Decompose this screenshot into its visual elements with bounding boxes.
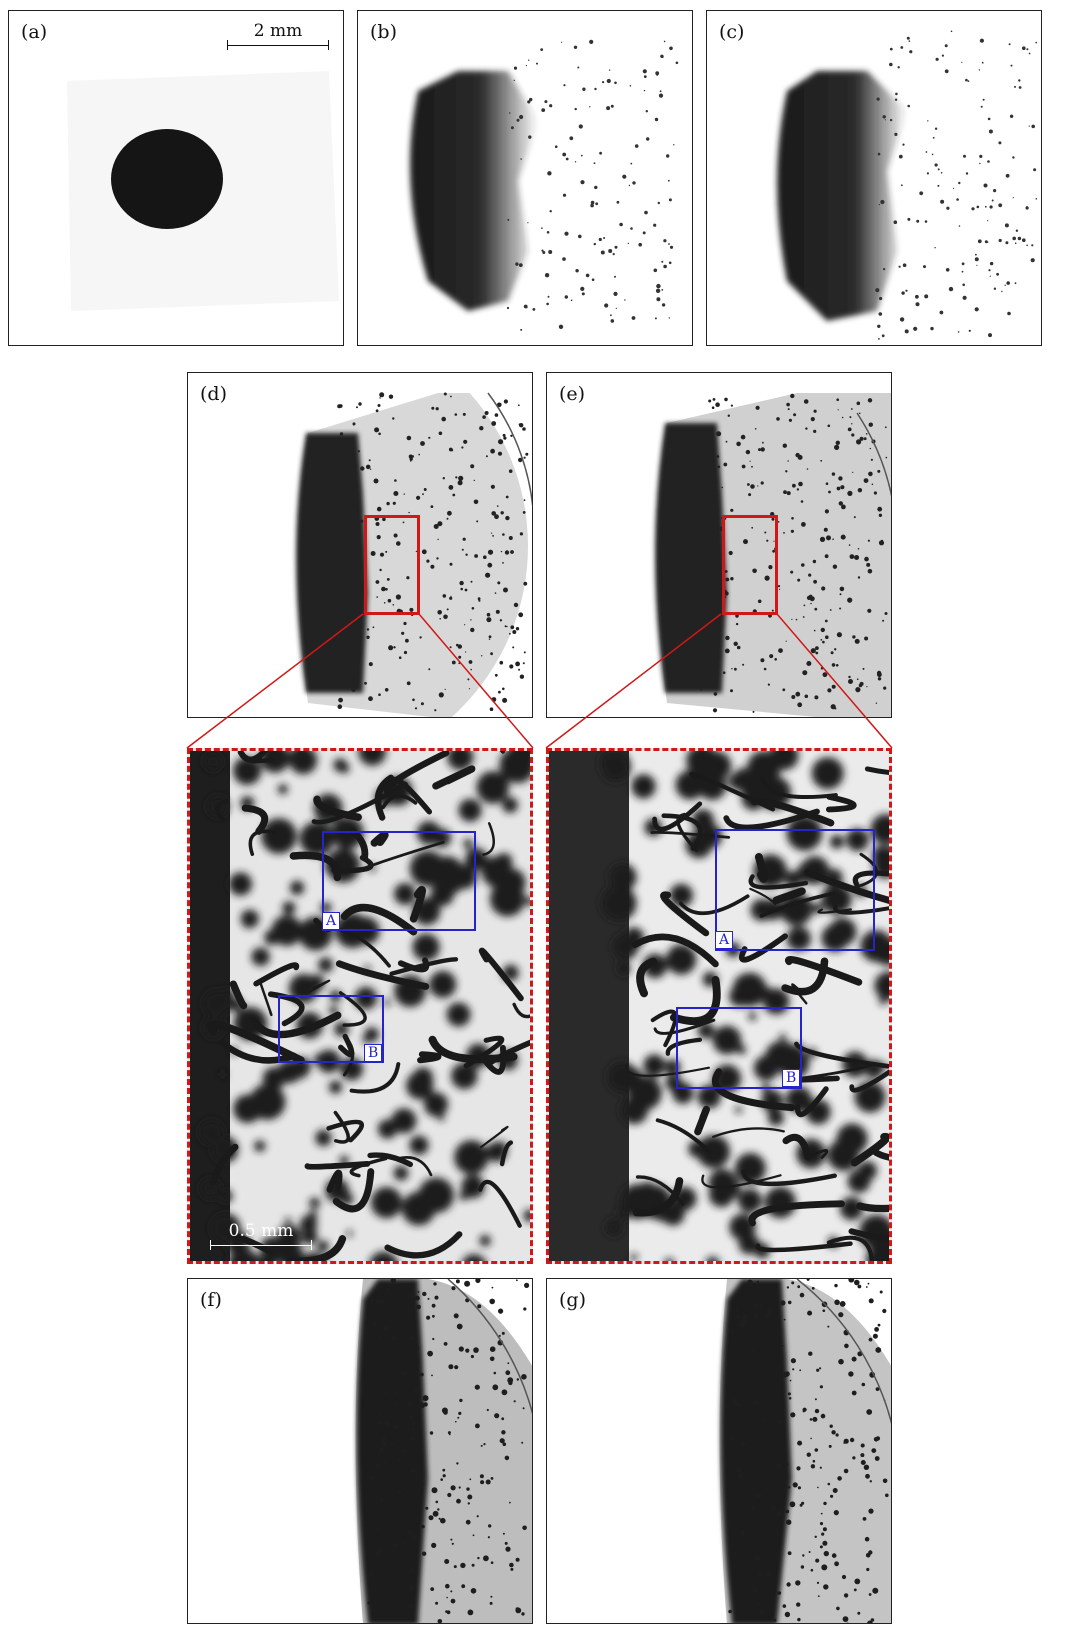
roi-a-right: [715, 829, 875, 951]
panel-g-label: (g): [559, 1289, 586, 1311]
zoom-panel-left: A B 0.5 mm: [187, 748, 533, 1264]
panel-c-label: (c): [719, 21, 745, 43]
roi-a-left-tag: A: [322, 912, 341, 930]
zoom-right-image: [549, 751, 889, 1261]
zoom-panel-right: A B: [546, 748, 892, 1264]
panel-d-label: (d): [200, 383, 227, 405]
roi-b-left-tag: B: [364, 1044, 383, 1062]
panel-e-label: (e): [559, 383, 586, 405]
panel-d-image: [188, 373, 532, 717]
panel-g-image: [719, 1279, 891, 1623]
scale-bar-0-5mm: 0.5 mm: [210, 1221, 312, 1257]
panel-a-image: [67, 71, 339, 311]
panel-a: (a) 2 mm: [8, 10, 344, 346]
scale-bar-0-5mm-label: 0.5 mm: [228, 1221, 294, 1241]
roi-a-left: [322, 831, 476, 931]
roi-b-right-tag: B: [782, 1069, 801, 1087]
panel-b-label: (b): [370, 21, 397, 43]
panel-b-image: [410, 39, 679, 331]
panel-f-image: [355, 1279, 532, 1623]
panel-e-image: [655, 393, 891, 717]
panel-f-label: (f): [200, 1289, 222, 1311]
roi-a-right-tag: A: [715, 931, 734, 949]
scale-bar-2mm: 2 mm: [227, 21, 329, 57]
scale-bar-2mm-label: 2 mm: [253, 21, 303, 41]
panel-b: (b): [357, 10, 693, 346]
panel-g: (g): [546, 1278, 892, 1624]
panel-c: (c): [706, 10, 1042, 346]
roi-b-left: [278, 995, 384, 1063]
zoom-left-image: [190, 751, 530, 1261]
panel-f: (f): [187, 1278, 533, 1624]
panel-d-zoom-region: [364, 515, 420, 615]
roi-b-right: [676, 1007, 802, 1089]
panel-a-label: (a): [21, 21, 48, 43]
panel-d: (d): [187, 372, 533, 718]
panel-e: (e): [546, 372, 892, 718]
panel-e-zoom-region: [722, 515, 778, 615]
panel-c-image: [777, 30, 1038, 340]
